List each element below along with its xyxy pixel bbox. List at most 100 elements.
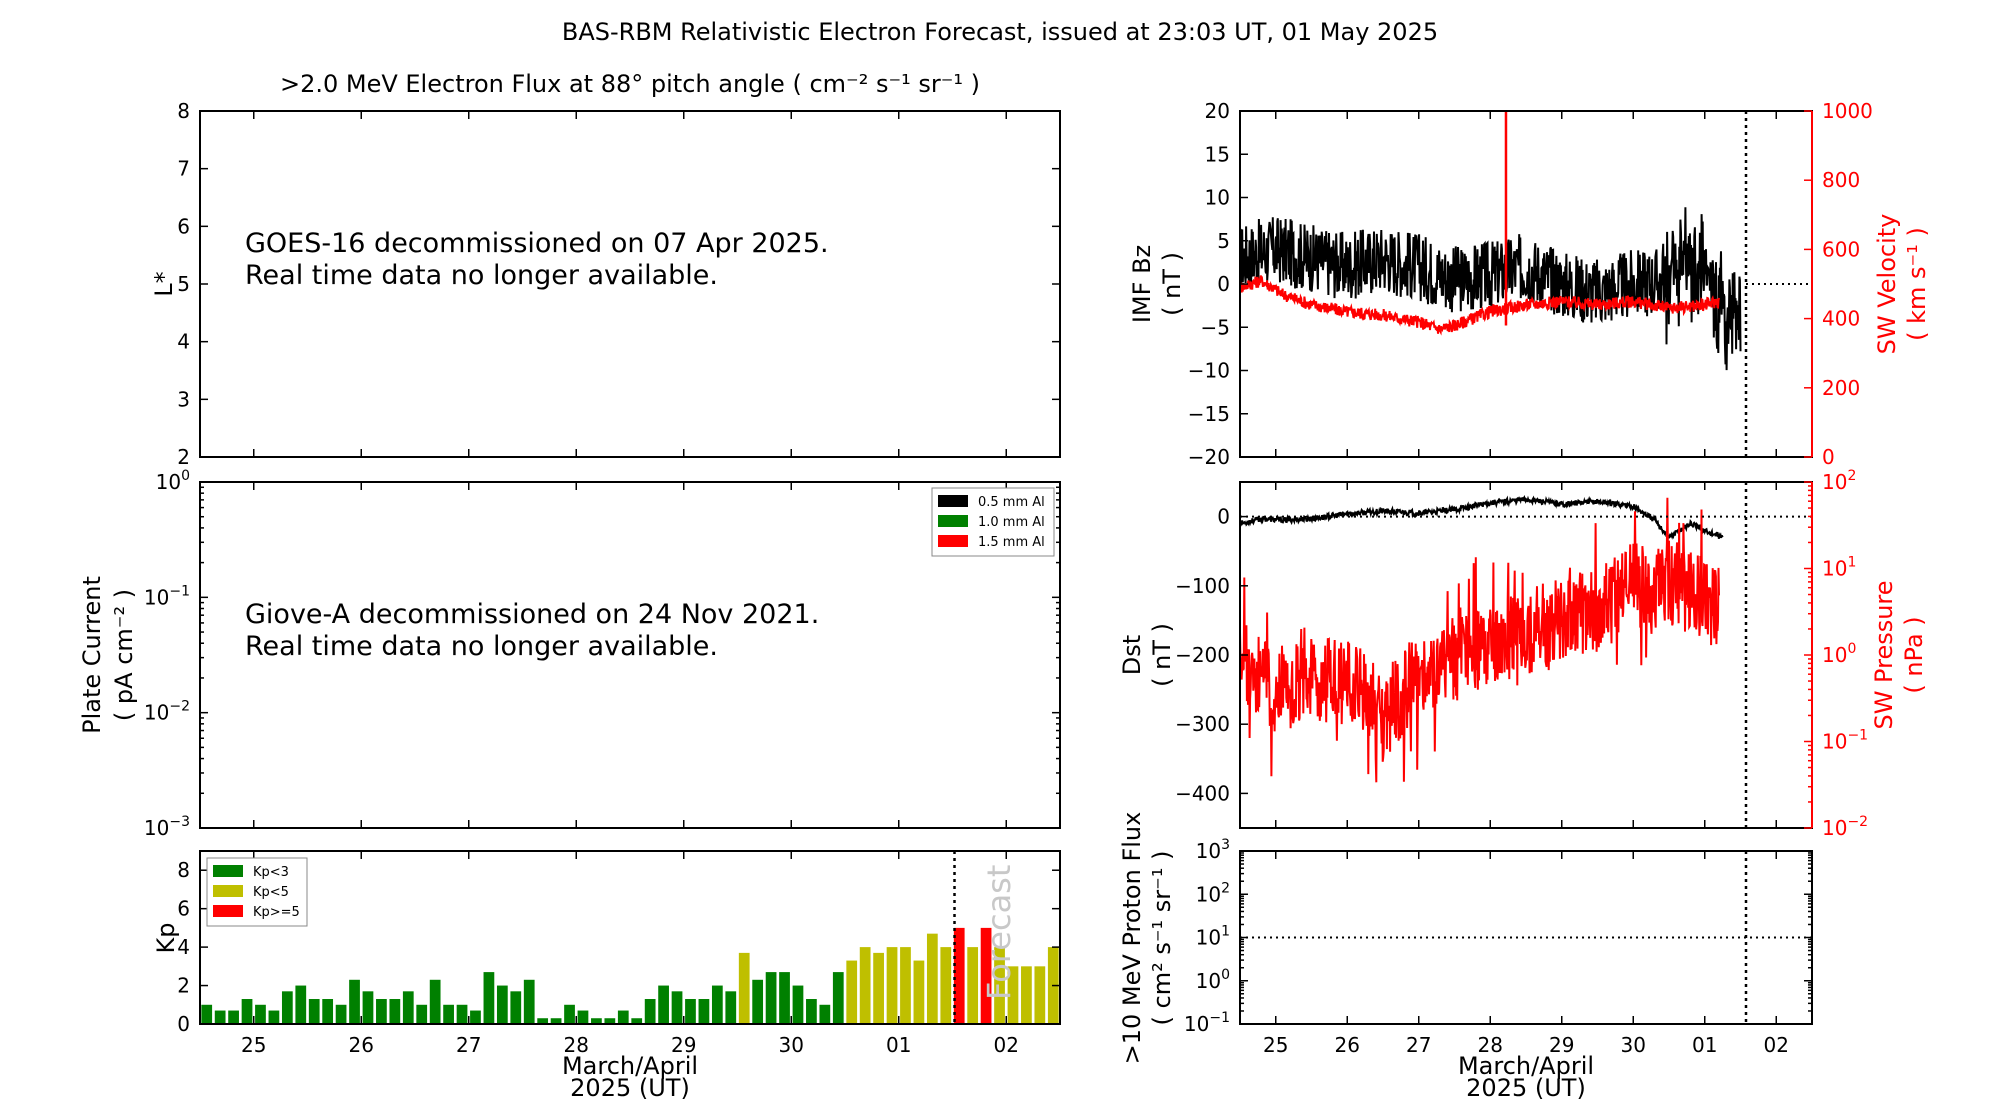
kp-bar	[752, 979, 764, 1024]
kp-bar	[255, 1004, 266, 1024]
kp-bar	[806, 999, 817, 1024]
kp-bar	[523, 979, 535, 1024]
sw-pressure-y-ticks: 10−2 10−1 100 101 102	[1804, 468, 1868, 840]
plate-current-legend: 0.5 mm Al 1.0 mm Al 1.5 mm Al	[931, 487, 1055, 557]
log-tick-label: 102	[1822, 468, 1856, 494]
electron-flux-panel: >2.0 MeV Electron Flux at 88° pitch angl…	[150, 70, 1061, 469]
y-tick-label: 10	[1205, 186, 1230, 210]
proton-flux-x-ticks: 25 26 27 28 29 30 01 02	[1263, 851, 1789, 1057]
kp-bars	[201, 927, 1059, 1024]
proton-flux-y-label: >10 MeV Proton Flux	[1118, 812, 1146, 1065]
kp-bar	[228, 1010, 239, 1024]
kp-bar	[738, 952, 750, 1024]
kp-bar	[886, 947, 898, 1024]
proton-flux-y-unit: ( cm² s⁻¹ sr⁻¹ )	[1148, 851, 1176, 1026]
y-tick-label: −20	[1188, 445, 1230, 469]
y-tick-label: 4	[177, 330, 190, 354]
imf-bz-y-unit: ( nT )	[1158, 252, 1186, 316]
x-tick-label: 27	[1406, 1033, 1431, 1057]
kp-bar	[483, 972, 495, 1024]
proton-flux-x-label-year: 2025 (UT)	[1466, 1074, 1586, 1100]
kp-bar	[980, 927, 992, 1024]
kp-bar	[685, 999, 696, 1024]
log-tick-label: 100	[1822, 641, 1856, 667]
imf-bz-series	[1239, 111, 1742, 371]
kp-bar	[214, 1010, 226, 1024]
kp-legend: Kp<3 Kp<5 Kp>=5	[206, 857, 308, 927]
y2-tick-label: 600	[1822, 237, 1860, 261]
y-tick-label: −100	[1175, 574, 1230, 598]
sw-velocity-line	[1239, 275, 1720, 336]
kp-x-label: March/April	[562, 1052, 698, 1080]
log-tick-label: 101	[1822, 555, 1856, 581]
kp-bar	[617, 1010, 629, 1024]
x-tick-label: 26	[349, 1033, 374, 1057]
log-tick-label: 10−1	[1822, 728, 1868, 754]
y-tick-label: 0	[1217, 272, 1230, 296]
kp-legend-swatch-mid	[213, 885, 243, 897]
kp-bar	[443, 1004, 454, 1024]
plate-current-panel: 10−3 10−2 10−1 100 Plate Current ( pA cm⁻² …	[78, 468, 1061, 840]
y2-tick-label: 800	[1822, 168, 1860, 192]
kp-bar	[1034, 966, 1046, 1024]
kp-bar	[550, 1018, 562, 1024]
kp-bar	[362, 991, 374, 1024]
kp-bar	[765, 972, 777, 1024]
x-tick-label: 25	[1263, 1033, 1288, 1057]
x-tick-label: 01	[1692, 1033, 1717, 1057]
legend-label-1.5mm: 1.5 mm Al	[978, 535, 1045, 550]
sw-pressure-line	[1239, 497, 1720, 783]
x-tick-label: 27	[456, 1033, 481, 1057]
x-tick-label: 28	[1478, 1033, 1503, 1057]
log-tick-label: 10−3	[144, 814, 190, 840]
kp-bar	[349, 979, 360, 1024]
y-tick-label: 0	[177, 1012, 190, 1036]
y-tick-label: 2	[177, 974, 190, 998]
dst-y-ticks: −400 −300 −200 −100 0	[1175, 505, 1248, 805]
x-tick-label: 02	[1764, 1033, 1789, 1057]
kp-bar	[402, 991, 414, 1024]
kp-legend-swatch-high	[213, 905, 243, 917]
kp-bar	[604, 1018, 616, 1024]
log-tick-label: 101	[1196, 924, 1230, 950]
y2-tick-label: 0	[1822, 445, 1835, 469]
y-tick-label: −15	[1188, 402, 1230, 426]
kp-bar	[953, 927, 965, 1024]
electron-flux-message-line1: GOES-16 decommissioned on 07 Apr 2025.	[245, 228, 829, 259]
dst-series	[1239, 494, 1724, 783]
plate-current-x-ticks	[253, 482, 1007, 828]
x-tick-label: 29	[671, 1033, 696, 1057]
plate-current-message-line2: Real time data no longer available.	[245, 631, 718, 662]
y-tick-label: 4	[177, 935, 190, 959]
y-tick-label: −400	[1175, 781, 1230, 805]
kp-bar	[725, 991, 737, 1024]
y-tick-label: −10	[1188, 359, 1230, 383]
proton-flux-panel: 10−1 100 101 102 103 25 26 27 28 29 30 01 02 >10 Me…	[1118, 812, 1813, 1100]
y-tick-label: 20	[1205, 99, 1230, 123]
y2-tick-label: 1000	[1822, 99, 1873, 123]
y-tick-label: −300	[1175, 712, 1230, 736]
kp-bar	[470, 1010, 481, 1024]
legend-swatch-1.0mm	[938, 515, 968, 527]
kp-bar	[376, 999, 387, 1024]
proton-flux-y-ticks: 10−1 100 101 102 103	[1184, 837, 1812, 1036]
imf-bz-line	[1239, 207, 1742, 371]
y-tick-label: 5	[1217, 229, 1230, 253]
kp-legend-label-mid: Kp<5	[253, 885, 289, 900]
x-tick-label: 02	[994, 1033, 1019, 1057]
x-tick-label: 29	[1549, 1033, 1574, 1057]
y-tick-label: 7	[177, 157, 190, 181]
imf-bz-x-ticks	[1275, 111, 1777, 457]
y2-tick-label: 200	[1822, 376, 1860, 400]
kp-bar	[994, 947, 1005, 1024]
x-tick-label: 28	[564, 1033, 589, 1057]
dst-y-unit: ( nT )	[1148, 623, 1176, 687]
kp-x-ticks: 25 26 27 28 29 30 01 02	[241, 851, 1019, 1057]
x-tick-label: 30	[1621, 1033, 1646, 1057]
y-tick-label: 8	[177, 99, 190, 123]
electron-flux-message-line2: Real time data no longer available.	[245, 260, 718, 291]
log-tick-label: 10−1	[144, 583, 190, 609]
